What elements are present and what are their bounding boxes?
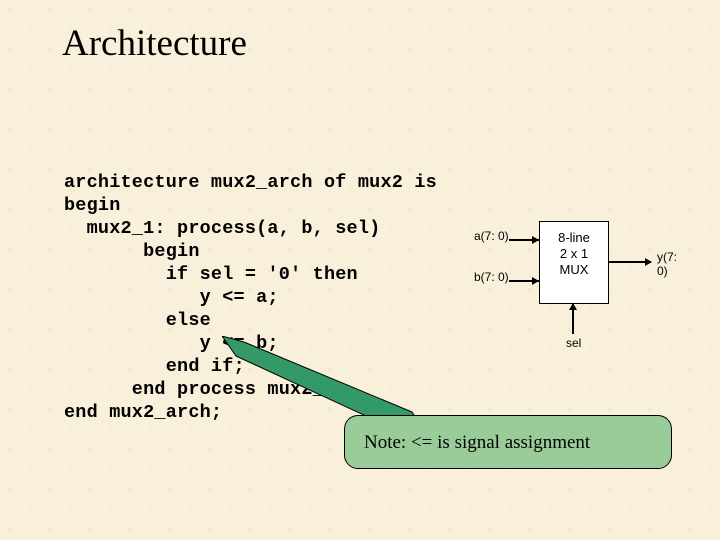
vhdl-code-block: architecture mux2_arch of mux2 is begin …: [64, 171, 437, 424]
mux-diagram: a(7: 0) b(7: 0) y(7: 0) sel 8-line 2 x 1…: [425, 214, 685, 364]
mux-box: 8-line 2 x 1 MUX: [539, 221, 609, 304]
arrow-y: [645, 258, 652, 266]
mux-line-0: 8-line: [540, 230, 608, 246]
signal-label-sel: sel: [566, 336, 581, 350]
arrow-b: [532, 277, 539, 285]
note-text: Note: <= is signal assignment: [364, 432, 590, 454]
mux-line-2: MUX: [540, 262, 608, 278]
arrow-sel: [569, 303, 577, 310]
signal-label-y: y(7: 0): [657, 250, 685, 278]
signal-label-b: b(7: 0): [474, 270, 509, 284]
signal-label-a: a(7: 0): [474, 229, 509, 243]
page-title: Architecture: [62, 22, 247, 65]
mux-line-1: 2 x 1: [540, 246, 608, 262]
arrow-a: [532, 236, 539, 244]
